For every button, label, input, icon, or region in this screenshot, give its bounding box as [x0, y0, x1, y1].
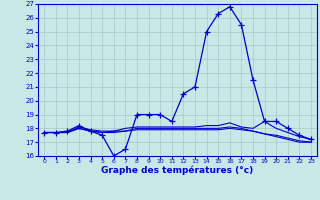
X-axis label: Graphe des températures (°c): Graphe des températures (°c) — [101, 166, 254, 175]
